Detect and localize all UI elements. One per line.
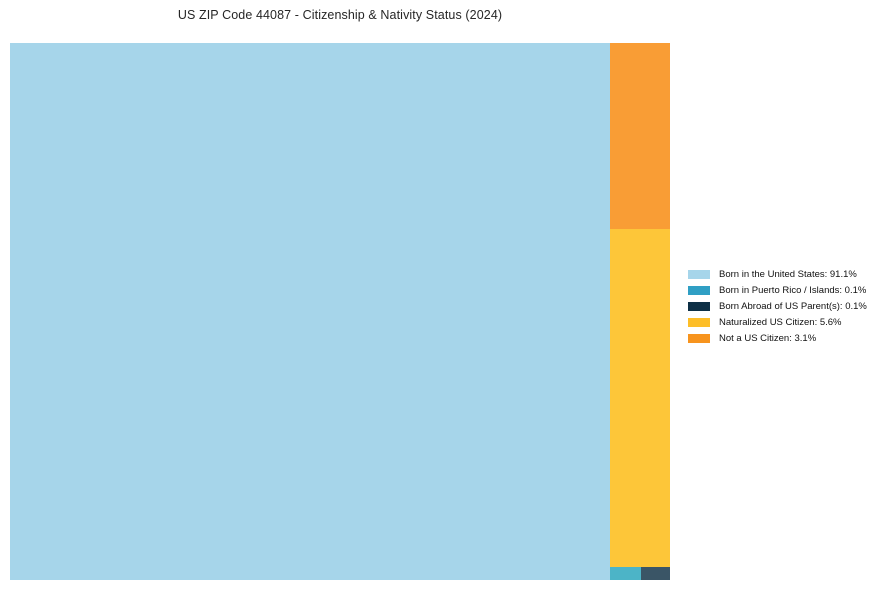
legend-item-label: Born in the United States: 91.1% bbox=[719, 268, 857, 280]
legend-item[interactable]: Naturalized US Citizen: 5.6% bbox=[688, 314, 883, 330]
legend-item-label: Naturalized US Citizen: 5.6% bbox=[719, 316, 842, 328]
legend-swatch-icon bbox=[688, 301, 710, 311]
legend-item-label: Born Abroad of US Parent(s): 0.1% bbox=[719, 300, 867, 312]
legend-item[interactable]: Not a US Citizen: 3.1% bbox=[688, 330, 883, 346]
chart-legend: Born in the United States: 91.1% Born in … bbox=[688, 266, 883, 346]
treemap-tile[interactable] bbox=[609, 228, 670, 567]
legend-item[interactable]: Born in the United States: 91.1% bbox=[688, 266, 883, 282]
legend-swatch-icon bbox=[688, 269, 710, 279]
treemap-tile[interactable] bbox=[609, 43, 670, 229]
treemap-tile[interactable] bbox=[609, 566, 641, 580]
page-title: US ZIP Code 44087 - Citizenship & Nativi… bbox=[177, 8, 503, 22]
treemap-tile[interactable] bbox=[10, 43, 610, 580]
legend-swatch-icon bbox=[688, 317, 710, 327]
legend-item-label: Not a US Citizen: 3.1% bbox=[719, 332, 817, 344]
legend-item[interactable]: Born Abroad of US Parent(s): 0.1% bbox=[688, 298, 883, 314]
legend-swatch-icon bbox=[688, 333, 710, 343]
treemap-plot-area bbox=[10, 43, 670, 580]
treemap-tile[interactable] bbox=[640, 566, 670, 580]
legend-swatch-icon bbox=[688, 285, 710, 295]
legend-item[interactable]: Born in Puerto Rico / Islands: 0.1% bbox=[688, 282, 883, 298]
legend-item-label: Born in Puerto Rico / Islands: 0.1% bbox=[719, 284, 867, 296]
